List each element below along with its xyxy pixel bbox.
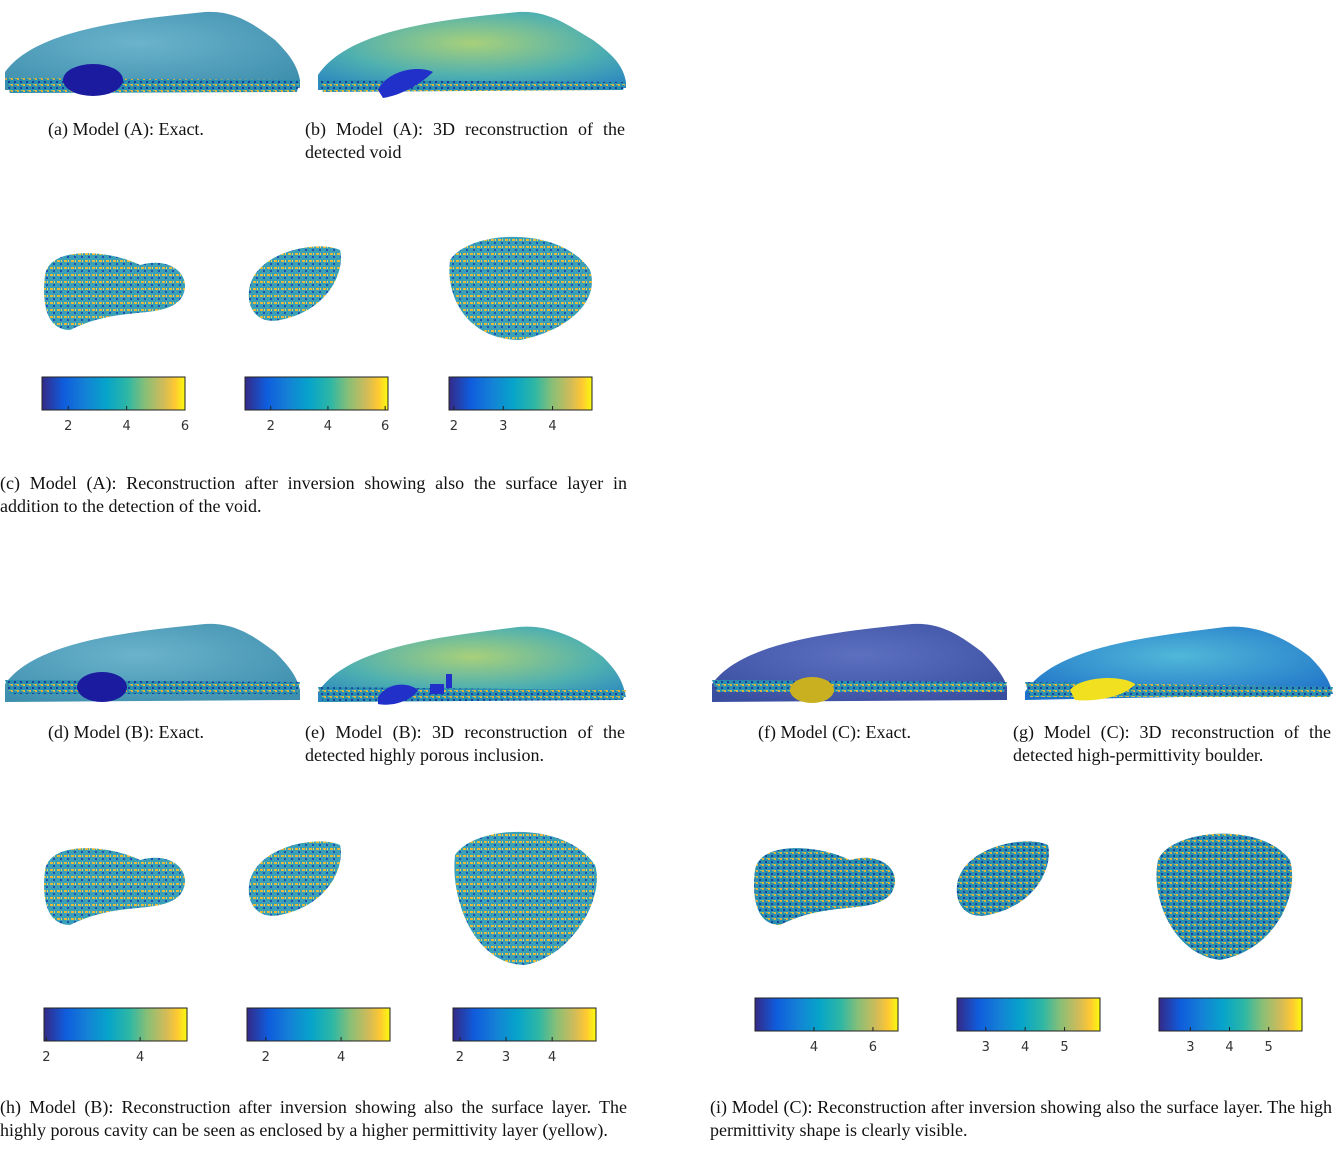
colorbar	[1158, 997, 1303, 1032]
colorbar-tick-label: 2	[42, 1050, 50, 1065]
caption: (g) Model (C): 3D reconstruction of the …	[1013, 722, 1331, 765]
colorbar-tick-label: 4	[1225, 1040, 1233, 1055]
caption: (i) Model (C): Reconstruction after inve…	[710, 1097, 1332, 1140]
colorbar-tick-label: 4	[122, 419, 130, 434]
caption: (h) Model (B): Reconstruction after inve…	[0, 1097, 627, 1140]
caption: (e) Model (B): 3D reconstruction of the …	[305, 722, 625, 765]
colorbar-tick-label: 3	[499, 419, 507, 434]
colorbar	[246, 1007, 391, 1042]
image-a	[5, 11, 300, 96]
caption: (b) Model (A): 3D reconstruction of the …	[305, 119, 625, 162]
colorbar-tick-label: 4	[548, 419, 556, 434]
colorbar	[452, 1007, 597, 1042]
colorbar-tick-label: 5	[1265, 1040, 1273, 1055]
slices-a	[44, 236, 592, 340]
colorbar	[41, 376, 186, 411]
colorbar-tick-label: 3	[1186, 1040, 1194, 1055]
colorbar	[754, 997, 899, 1032]
caption: (f) Model (C): Exact.	[758, 722, 911, 742]
colorbar-tick-label: 4	[548, 1050, 556, 1065]
colorbar-tick-label: 2	[262, 1050, 270, 1065]
colorbar-tick-label: 4	[136, 1050, 144, 1065]
colorbar	[448, 376, 593, 411]
colorbar-tick-label: 4	[324, 419, 332, 434]
colorbar	[956, 997, 1101, 1032]
colorbar-tick-label: 4	[337, 1050, 345, 1065]
caption: (d) Model (B): Exact.	[48, 722, 204, 742]
caption: (c) Model (A): Reconstruction after inve…	[0, 473, 627, 516]
colorbar-tick-label: 2	[267, 419, 275, 434]
slices-c	[754, 833, 1293, 960]
image-e	[318, 626, 626, 705]
colorbar-tick-label: 2	[456, 1050, 464, 1065]
colorbar-tick-label: 3	[982, 1040, 990, 1055]
image-g	[1025, 626, 1333, 701]
image-f	[712, 623, 1007, 703]
colorbar-tick-label: 2	[450, 419, 458, 434]
colorbar-tick-label: 3	[502, 1050, 510, 1065]
colorbar-tick-label: 6	[869, 1040, 877, 1055]
colorbar	[43, 1007, 188, 1042]
slices-b	[44, 831, 597, 965]
colorbar-tick-label: 4	[1021, 1040, 1029, 1055]
colorbar-tick-label: 4	[810, 1040, 818, 1055]
colorbar-tick-label: 6	[381, 419, 389, 434]
colorbar	[244, 376, 389, 411]
image-b	[318, 11, 626, 98]
colorbar-tick-label: 2	[64, 419, 72, 434]
image-d	[5, 623, 300, 702]
colorbar-tick-label: 6	[181, 419, 189, 434]
caption: (a) Model (A): Exact.	[48, 119, 204, 139]
colorbar-tick-label: 5	[1060, 1040, 1068, 1055]
